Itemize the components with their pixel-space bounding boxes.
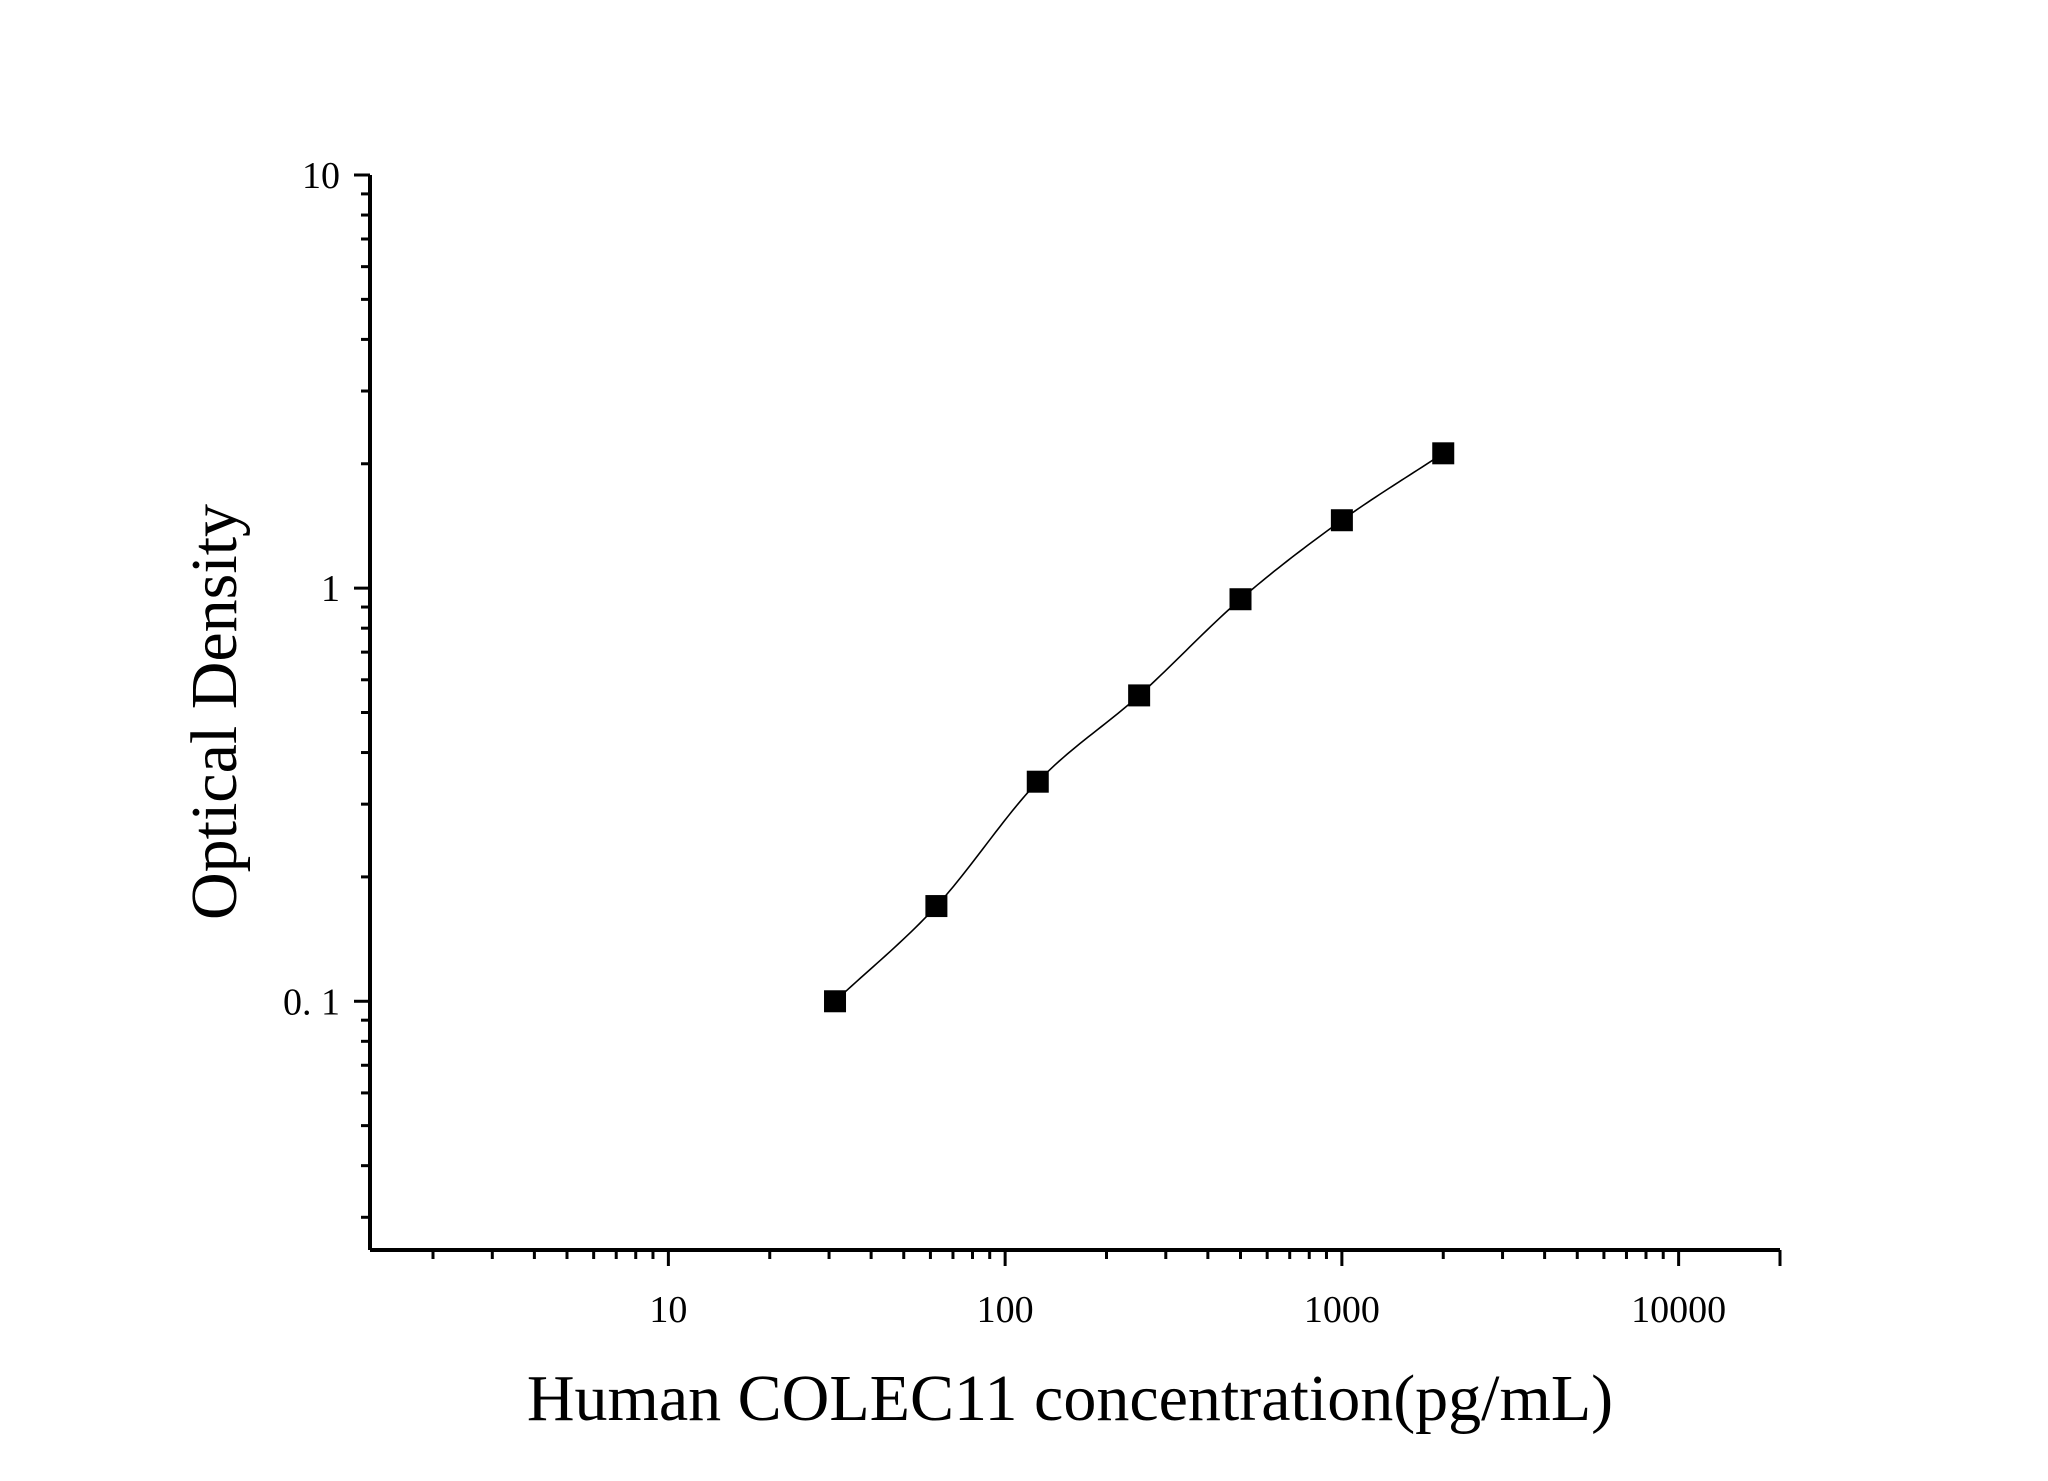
data-point xyxy=(1330,509,1353,532)
y-axis-title: Optical Density xyxy=(178,504,251,920)
data-points xyxy=(824,442,1455,1013)
fit-curve-layer xyxy=(834,452,1444,1002)
data-point xyxy=(925,895,948,918)
y-tick-label: 1 xyxy=(321,568,340,610)
fit-curve xyxy=(834,452,1444,1002)
y-tick-label: 0. 1 xyxy=(283,981,340,1023)
x-axis-title: Human COLEC11 concentration(pg/mL) xyxy=(527,1362,1613,1435)
data-point xyxy=(1229,588,1252,611)
y-tick-label: 10 xyxy=(302,155,340,197)
x-tick-label: 1000 xyxy=(1304,1289,1380,1331)
data-point xyxy=(824,990,847,1013)
axis-ticks: 10 100 1000 10000 0. 1 1 10 xyxy=(283,155,1782,1331)
data-point xyxy=(1432,442,1455,465)
axes xyxy=(368,175,1780,1252)
x-tick-label: 10000 xyxy=(1631,1289,1726,1331)
data-point xyxy=(1128,684,1151,707)
x-tick-label: 10 xyxy=(649,1289,687,1331)
x-tick-label: 100 xyxy=(977,1289,1034,1331)
data-point xyxy=(1026,770,1049,793)
